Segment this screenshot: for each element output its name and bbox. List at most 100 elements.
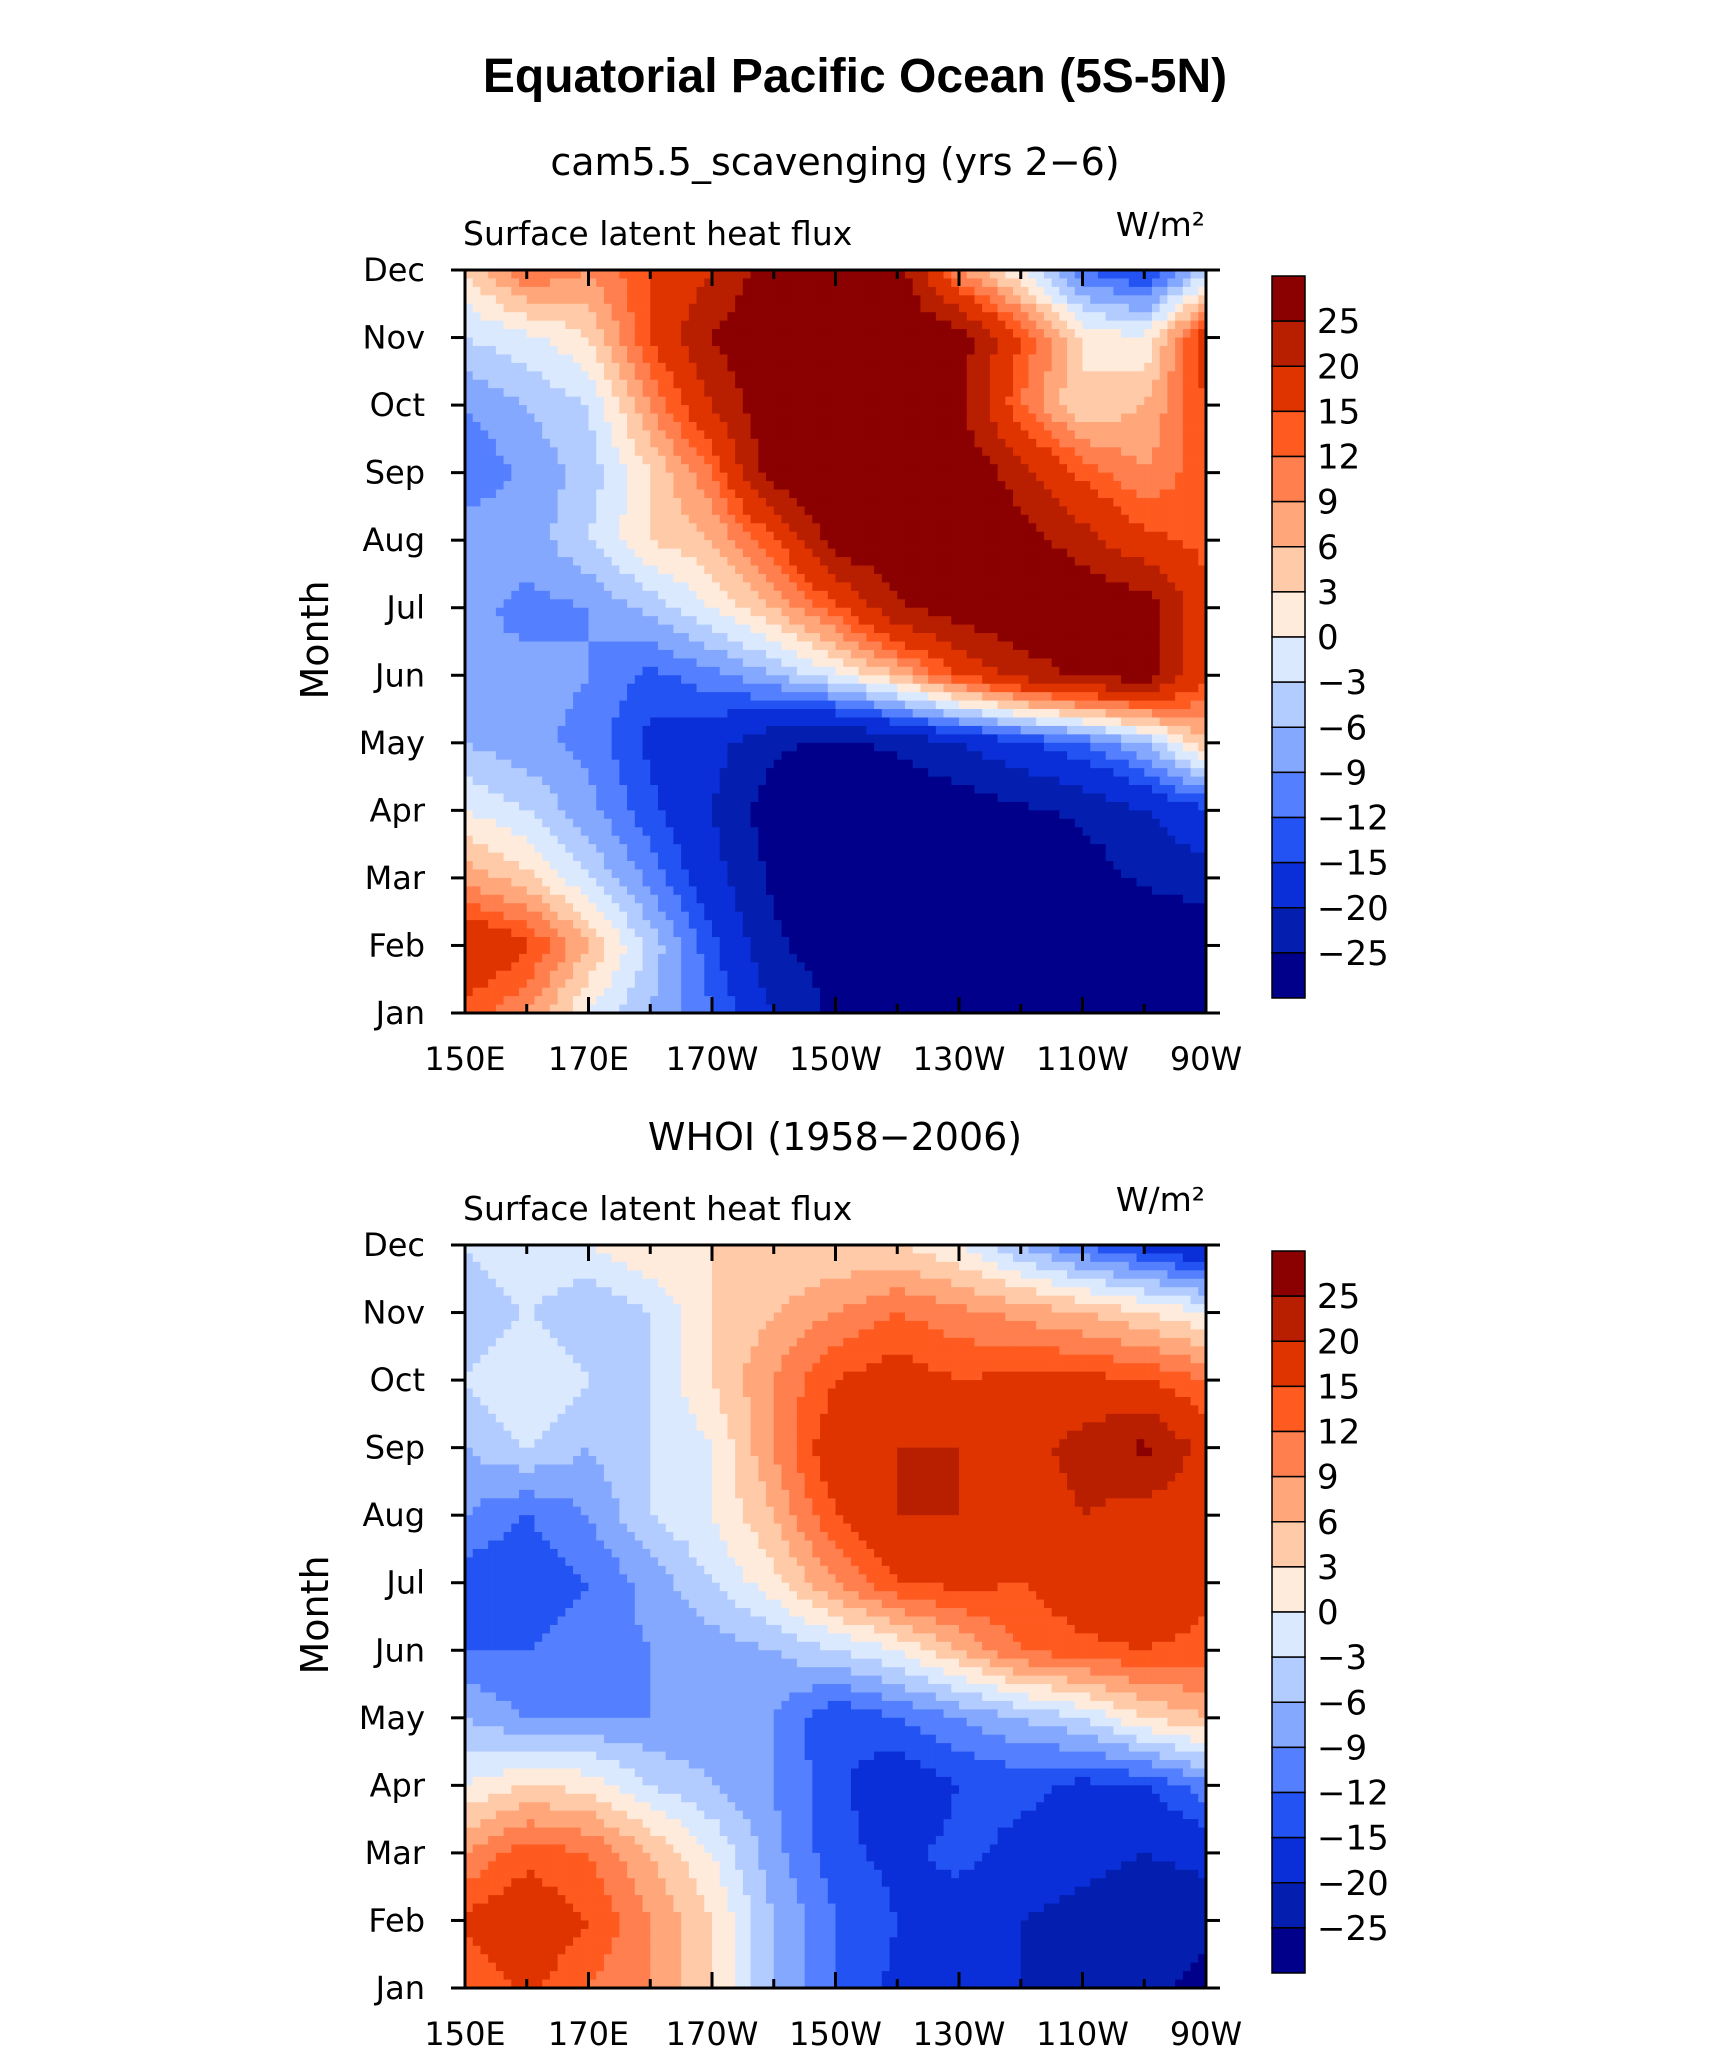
heatmap-cell — [588, 455, 597, 465]
heatmap-cell — [642, 700, 651, 710]
heatmap-cell — [758, 405, 767, 415]
heatmap-cell — [603, 700, 613, 710]
heatmap-cell — [650, 472, 659, 482]
heatmap-cell — [1167, 464, 1176, 474]
heatmap-cell — [758, 582, 767, 592]
heatmap-cell — [526, 438, 536, 448]
heatmap-cell — [1036, 633, 1045, 643]
heatmap-cell — [966, 548, 976, 558]
heatmap-cell — [850, 481, 860, 491]
heatmap-cell — [912, 329, 922, 339]
heatmap-cell — [665, 354, 675, 364]
heatmap-cell — [727, 641, 736, 651]
heatmap-cell — [850, 641, 860, 651]
heatmap-cell — [1020, 565, 1030, 575]
heatmap-cell — [627, 362, 636, 372]
heatmap-cell — [874, 396, 883, 406]
heatmap-cell — [982, 700, 991, 710]
heatmap-cell — [665, 421, 675, 432]
heatmap-cell — [549, 540, 559, 550]
heatmap-cell — [735, 692, 744, 702]
heatmap-cell — [603, 396, 613, 406]
heatmap-cell — [1082, 590, 1091, 600]
heatmap-cell — [820, 497, 829, 508]
heatmap-cell — [912, 692, 922, 702]
heatmap-cell — [688, 312, 698, 322]
heatmap-cell — [488, 396, 497, 406]
heatmap-cell — [549, 641, 559, 651]
heatmap-cell — [657, 345, 667, 356]
heatmap-cell — [989, 270, 999, 280]
heatmap-cell — [1128, 641, 1138, 651]
heatmap-cell — [657, 700, 667, 710]
heatmap-cell — [742, 396, 752, 406]
heatmap-cell — [495, 295, 505, 305]
heatmap-cell — [465, 464, 474, 474]
heatmap-cell — [781, 641, 790, 651]
heatmap-cell — [557, 633, 566, 643]
heatmap-cell — [766, 633, 775, 643]
heatmap-cell — [766, 548, 775, 558]
heatmap-cell — [1051, 320, 1060, 330]
heatmap-cell — [688, 320, 698, 330]
heatmap-cell — [866, 489, 875, 499]
heatmap-cell — [1036, 489, 1045, 499]
heatmap-cell — [820, 607, 829, 617]
heatmap-cell — [1190, 624, 1199, 634]
heatmap-cell — [750, 573, 759, 583]
heatmap-cell — [627, 413, 636, 423]
heatmap-cell — [719, 413, 729, 423]
heatmap-cell — [534, 430, 543, 440]
heatmap-cell — [542, 548, 551, 558]
heatmap-cell — [542, 464, 551, 474]
heatmap-cell — [534, 421, 543, 432]
heatmap-cell — [1182, 497, 1192, 508]
heatmap-cell — [866, 616, 875, 626]
heatmap-cell — [681, 616, 690, 626]
heatmap-cell — [534, 607, 543, 617]
heatmap-cell — [1198, 438, 1206, 448]
heatmap-cell — [835, 692, 844, 702]
heatmap-cell — [1097, 590, 1107, 600]
heatmap-cell — [681, 337, 690, 347]
heatmap-cell — [1090, 590, 1099, 600]
heatmap-cell — [603, 565, 613, 575]
heatmap-cell — [580, 388, 590, 398]
heatmap-cell — [1028, 523, 1037, 533]
heatmap-cell — [889, 641, 898, 651]
heatmap-cell — [874, 286, 883, 296]
heatmap-cell — [758, 278, 767, 288]
heatmap-cell — [966, 270, 976, 280]
heatmap-cell — [912, 633, 922, 643]
heatmap-cell — [1005, 557, 1014, 567]
heatmap-cell — [573, 649, 582, 659]
heatmap-cell — [588, 565, 597, 575]
heatmap-cell — [1113, 329, 1122, 339]
heatmap-cell — [1121, 497, 1130, 508]
heatmap-cell — [542, 649, 551, 659]
heatmap-cell — [843, 481, 852, 491]
heatmap-cell — [1136, 270, 1145, 280]
heatmap-cell — [912, 497, 922, 508]
heatmap-cell — [758, 573, 767, 583]
heatmap-cell — [766, 624, 775, 634]
heatmap-cell — [596, 430, 605, 440]
heatmap-cell — [488, 506, 497, 516]
heatmap-cell — [557, 590, 566, 600]
heatmap-cell — [1159, 278, 1169, 288]
heatmap-cell — [1059, 320, 1068, 330]
heatmap-cell — [657, 430, 667, 440]
heatmap-cell — [897, 438, 906, 448]
heatmap-cell — [495, 396, 505, 406]
heatmap-cell — [1043, 295, 1053, 305]
heatmap-cell — [1136, 286, 1145, 296]
heatmap-cell — [650, 286, 659, 296]
heatmap-cell — [989, 481, 999, 491]
heatmap-cell — [488, 413, 497, 423]
heatmap-cell — [897, 641, 906, 651]
heatmap-cell — [603, 573, 613, 583]
heatmap-cell — [534, 616, 543, 626]
heatmap-cell — [503, 270, 512, 280]
heatmap-cell — [997, 464, 1006, 474]
